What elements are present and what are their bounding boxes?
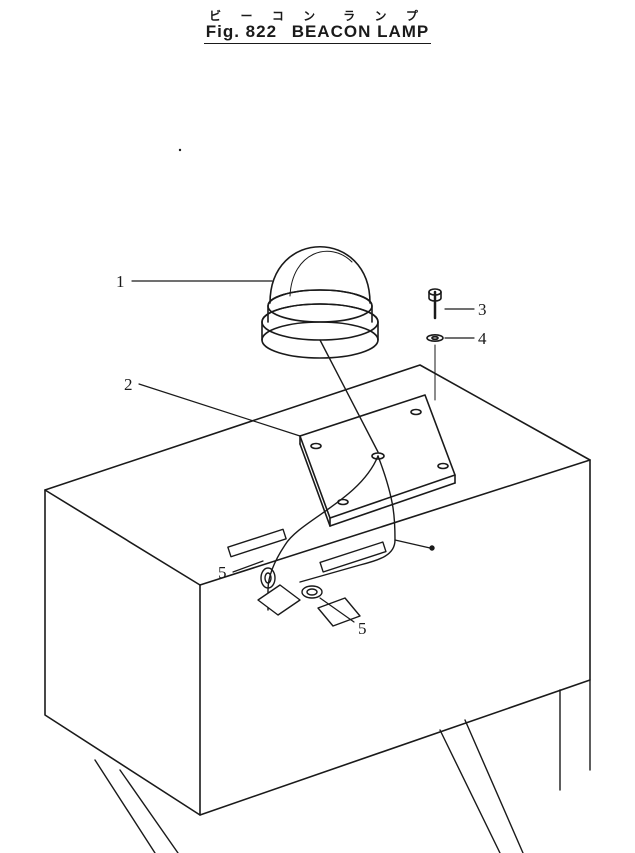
page-root: ビ ー コ ン ラ ン プ Fig. 822 BEACON LAMP bbox=[0, 0, 635, 853]
callout-5b: 5 bbox=[358, 619, 367, 639]
diagram-svg bbox=[0, 0, 635, 853]
grommet-left bbox=[258, 568, 300, 615]
leader-2 bbox=[139, 384, 300, 436]
callout-5a: 5 bbox=[218, 563, 227, 583]
washer bbox=[427, 335, 443, 341]
bolt bbox=[429, 289, 441, 318]
wiring-harness bbox=[228, 456, 434, 626]
print-speck bbox=[179, 149, 181, 151]
roof-panel bbox=[45, 365, 590, 815]
beacon-lamp bbox=[262, 247, 378, 452]
callout-2: 2 bbox=[124, 375, 133, 395]
clip-bar-left bbox=[228, 529, 286, 556]
callout-4: 4 bbox=[478, 329, 487, 349]
callout-1: 1 bbox=[116, 272, 125, 292]
callout-3: 3 bbox=[478, 300, 487, 320]
bracket-plate bbox=[300, 395, 455, 526]
